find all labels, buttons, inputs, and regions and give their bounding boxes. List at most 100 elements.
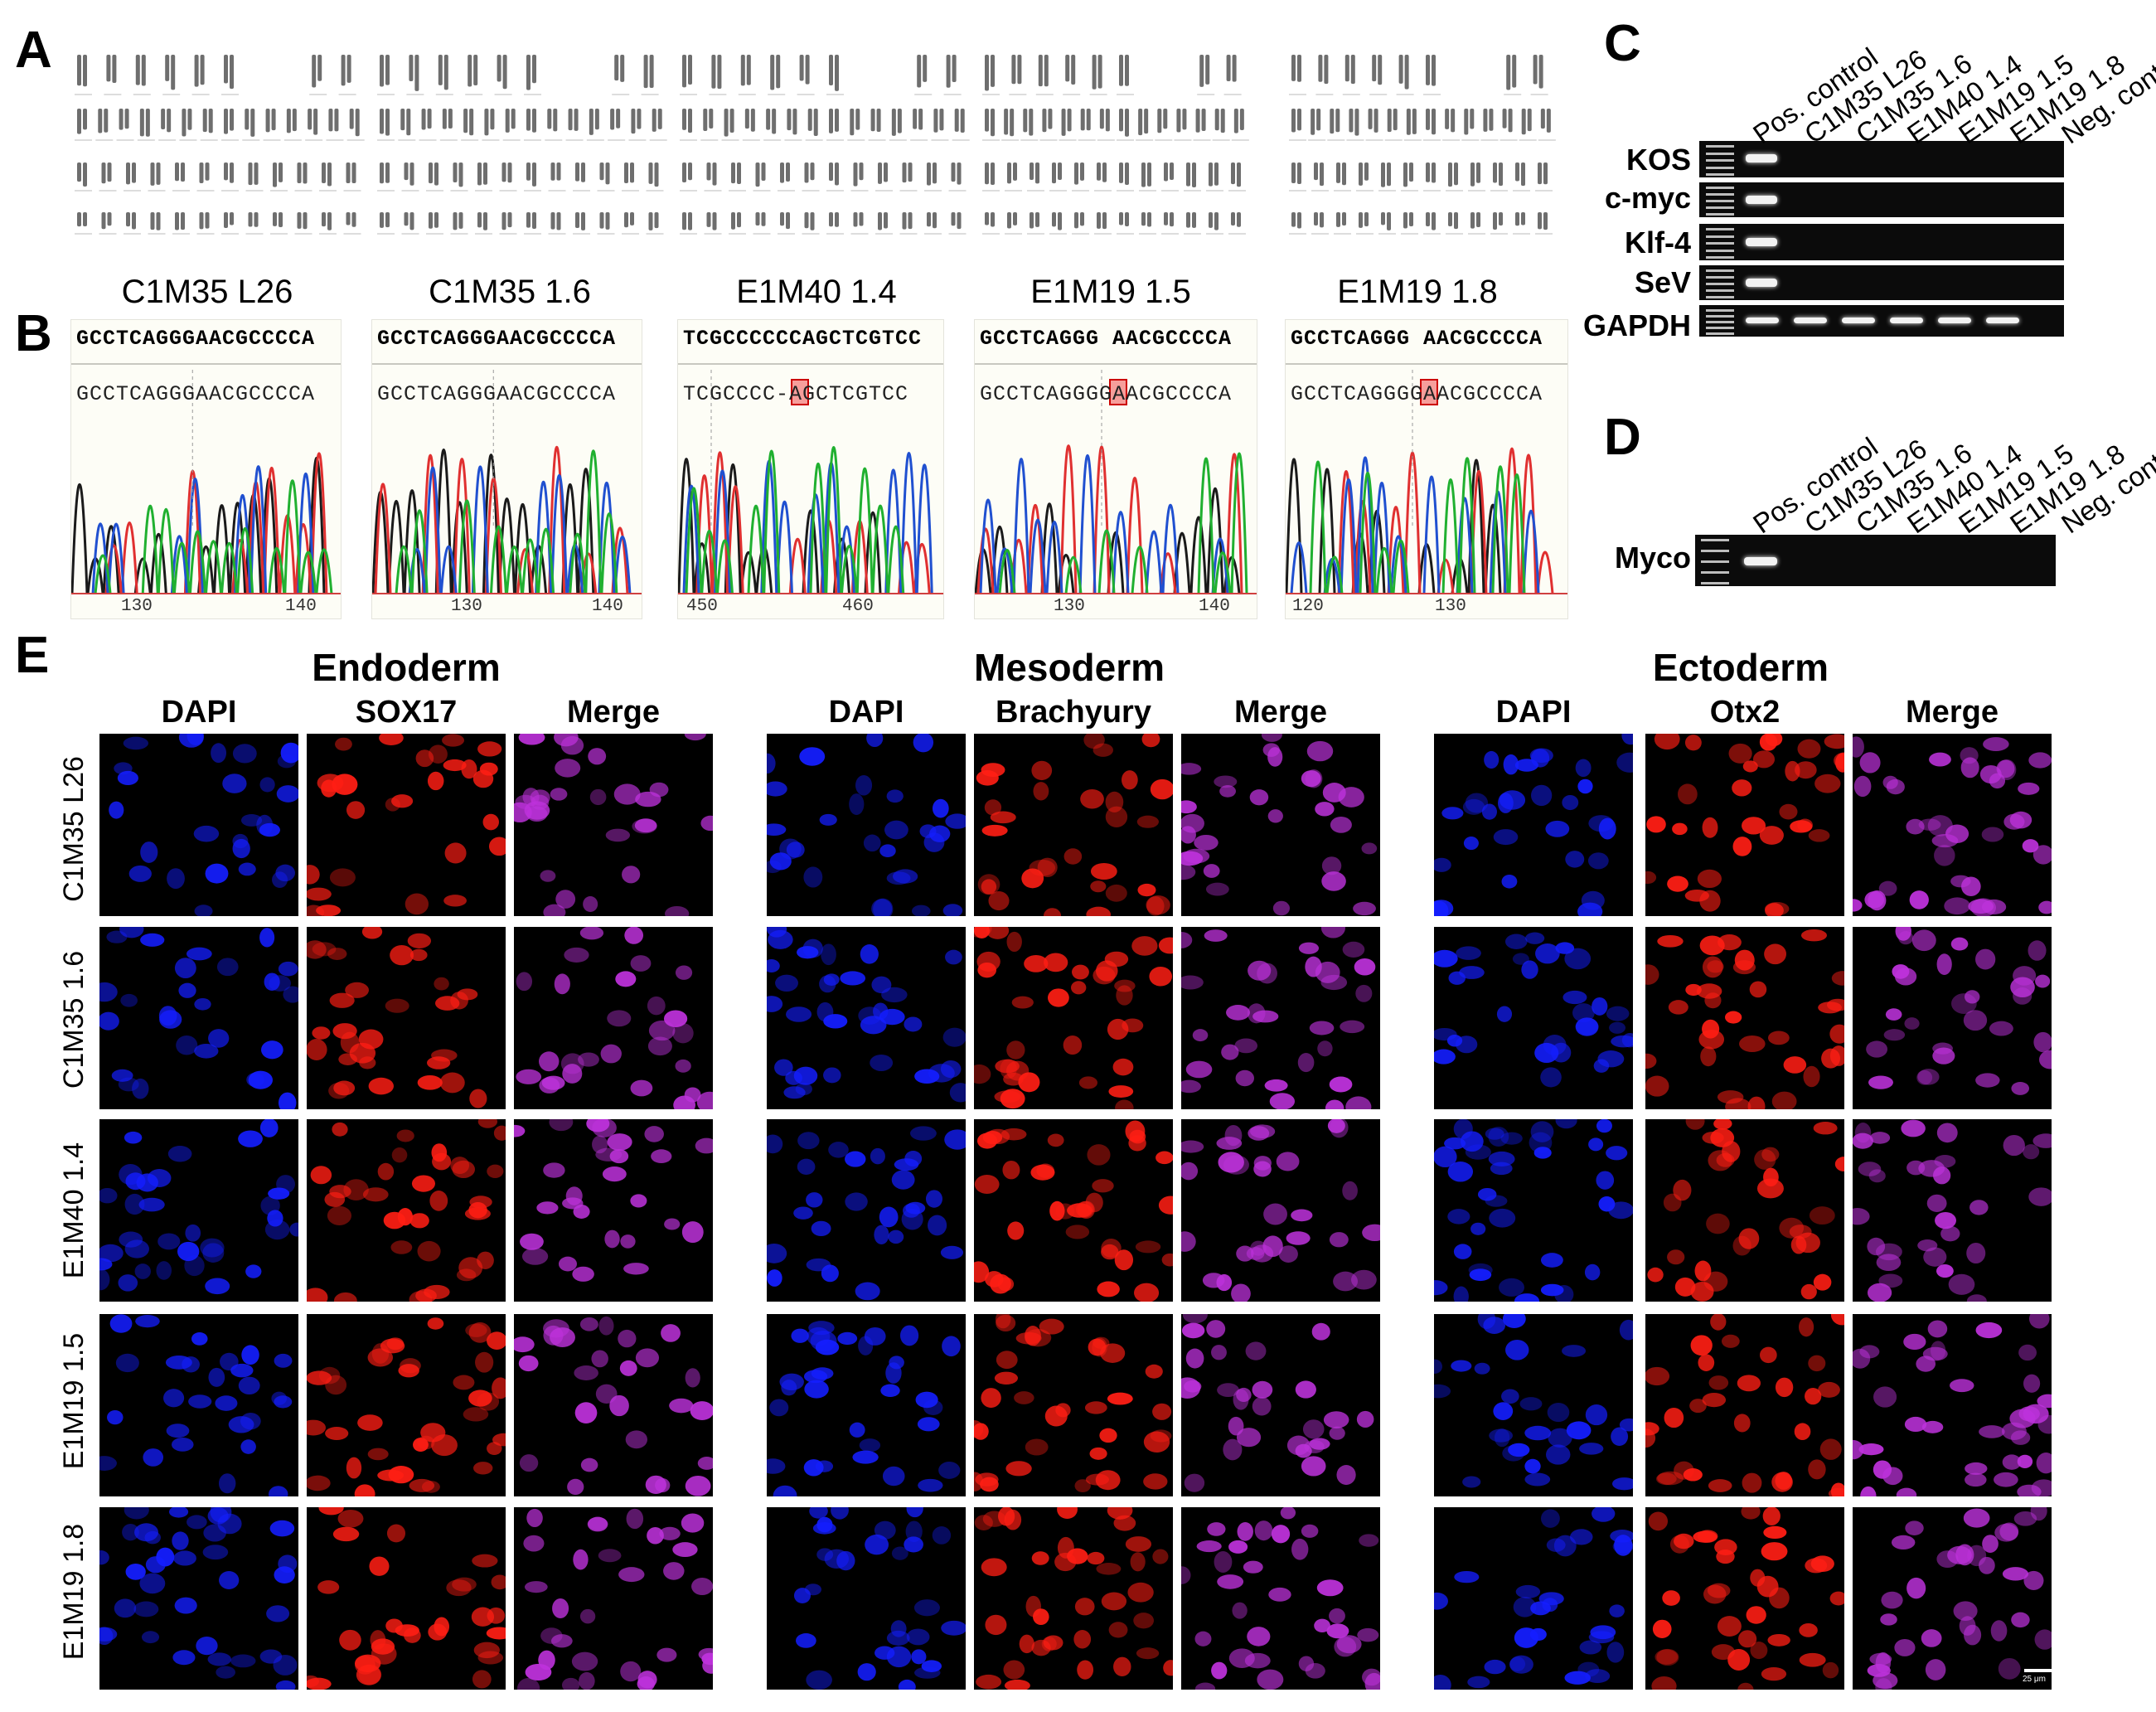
nucleus [1502,1314,1526,1329]
nucleus [1181,1231,1196,1252]
nucleus [1325,1099,1344,1109]
dapi-image [1434,1314,1633,1496]
nucleus [609,1394,629,1417]
chromosome [637,109,642,129]
nucleus [1933,1166,1951,1185]
nucleus [1860,1486,1877,1496]
nucleus [1564,948,1592,970]
nucleus [1105,806,1128,827]
nucleus [891,1170,915,1190]
nucleus [620,1234,636,1249]
nucleus [828,1142,849,1158]
nucleus [178,982,196,998]
nucleus [400,1358,421,1374]
nucleus [1797,739,1821,759]
chromosome [652,109,656,132]
nucleus [134,1263,151,1279]
chromosome [761,212,766,226]
nucleus [824,1549,850,1569]
nucleus [904,1151,923,1167]
nucleus [1181,1322,1205,1339]
chromosome [265,109,270,133]
nucleus [325,1426,349,1440]
panel-label-d: D [1604,409,1641,466]
chromosome [1499,162,1503,187]
nucleus [773,1485,797,1496]
nucleus [1923,1247,1947,1267]
ladder-band [1706,315,1734,318]
nucleus [1710,1128,1735,1147]
nucleus [1350,1269,1377,1290]
nucleus [1512,953,1529,965]
nucleus [1065,1225,1090,1239]
ladder-band [1701,582,1729,584]
nucleus [463,1407,489,1422]
nucleus [390,1240,413,1254]
chromosome [933,212,937,229]
nucleus [1184,1380,1202,1393]
nucleus [1990,1620,2008,1642]
ladder-band [1706,242,1734,245]
nucleus [806,1670,832,1690]
chromosome [594,109,599,130]
chromosome [469,109,474,136]
nucleus [119,927,144,938]
tick-label: 130 [451,597,482,616]
nucleus [1495,1428,1510,1448]
nucleus [1569,1529,1593,1545]
nucleus [1724,1011,1742,1024]
gel-band [1794,318,1827,323]
nucleus [1652,1619,1672,1638]
chromosome [490,109,495,130]
nucleus [1883,1029,1906,1041]
chromosome [1030,162,1034,181]
read-sequence: TCGCCCC-AGCTCGTCC [683,382,909,406]
nucleus [409,1478,435,1492]
nucleus [1875,1678,1892,1690]
ladder-band [1706,152,1734,155]
nucleus [623,1263,649,1275]
nucleus [1905,1520,1924,1535]
nucleus [118,1274,138,1292]
scale-bar-label: 25 μm [2023,1675,2046,1684]
chromosome [1378,55,1383,85]
nucleus [124,1239,149,1259]
nucleus [343,1179,369,1200]
chromosome [740,55,745,86]
nucleus [1669,1535,1689,1554]
nucleus [1979,1425,2005,1438]
nucleus [1592,997,1608,1016]
nucleus [177,1241,200,1262]
nucleus [618,1329,637,1348]
marker-image [1645,927,1844,1109]
chromosome [985,55,989,91]
chromosome [786,162,790,182]
chromosome [1515,162,1519,182]
nucleus [981,824,1008,837]
nucleus [615,971,637,987]
chromosome [1102,162,1107,182]
nucleus [823,1014,848,1029]
row-label-2: C1M35 1.6 [58,950,90,1089]
nucleus [1989,1021,2013,1036]
nucleus [1853,736,1864,758]
tick-label: 120 [1292,597,1324,616]
nucleus [450,1157,470,1174]
nucleus [1181,864,1196,880]
nucleus [109,801,124,819]
trace-peaks [979,453,1229,594]
marker-image [974,1507,1173,1690]
nucleus [1822,1661,1839,1679]
nucleus [634,818,657,833]
nucleus [2023,1404,2049,1424]
chromosome [1445,109,1450,129]
nucleus [1181,763,1202,775]
nucleus [849,793,865,815]
nucleus [1226,1005,1250,1021]
nucleus [1763,1525,1787,1540]
nucleus [917,1417,940,1432]
nucleus [1764,943,1787,965]
nucleus [184,1255,205,1277]
nucleus [783,1086,806,1099]
nucleus [1968,899,1994,914]
